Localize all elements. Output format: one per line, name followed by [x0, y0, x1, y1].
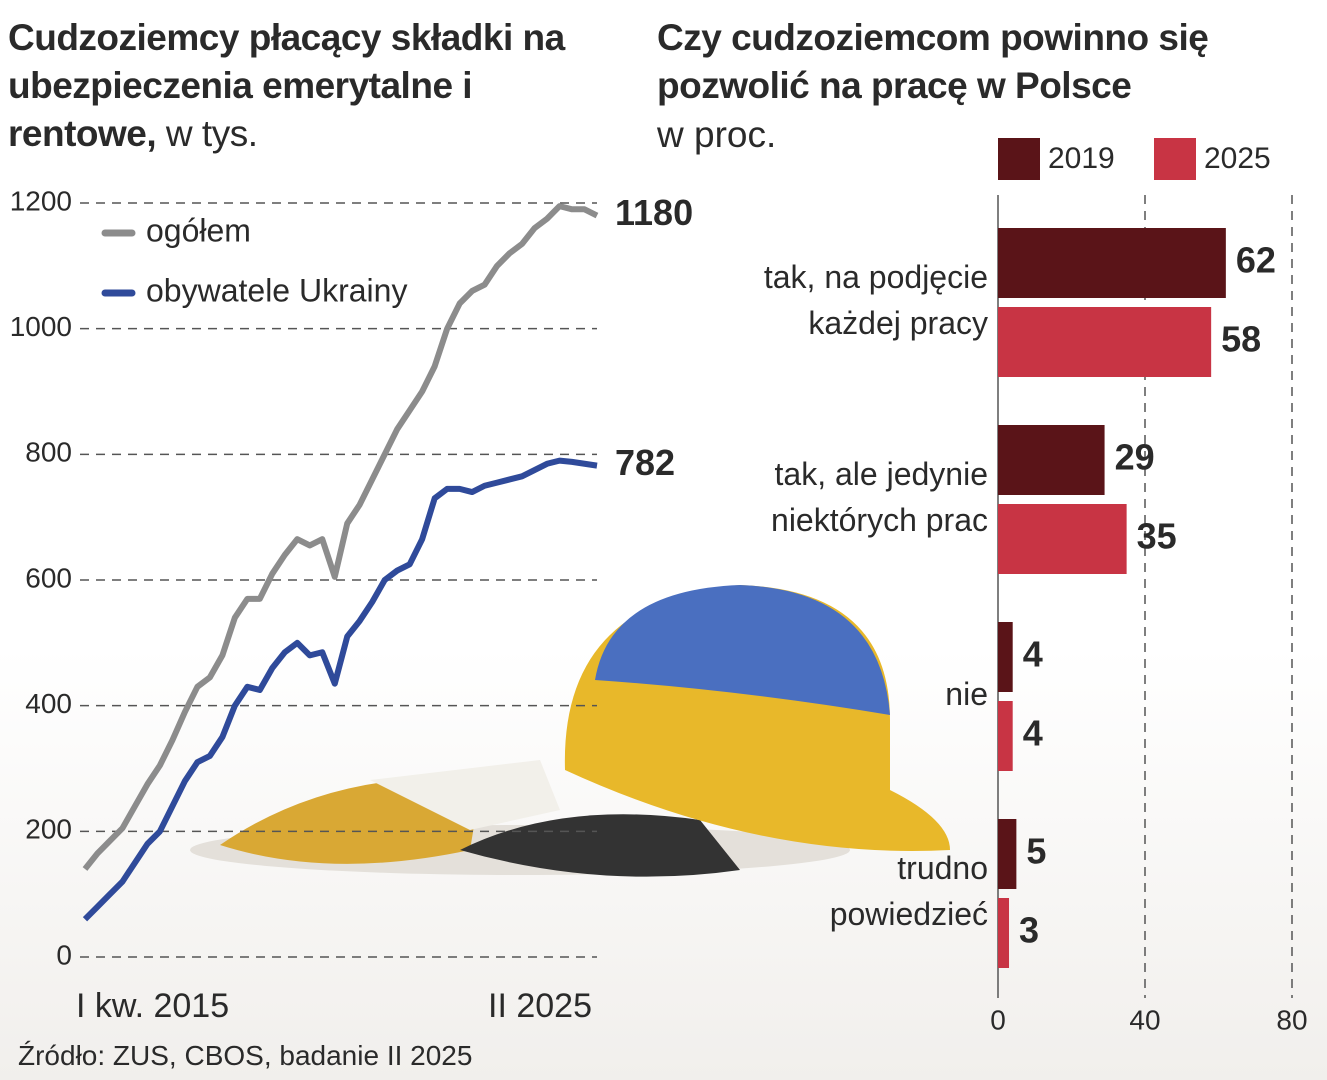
- helmet-illustration: [190, 585, 950, 877]
- category-label: tak, na podjęcie: [764, 259, 988, 295]
- value-label: 4: [1023, 713, 1043, 754]
- series-line: [82, 203, 599, 871]
- bar: [998, 504, 1127, 574]
- y-tick-label: 800: [25, 437, 72, 468]
- legend-label: ogółem: [146, 212, 251, 248]
- value-label: 62: [1236, 240, 1276, 281]
- x-tick-label: II 2025: [488, 987, 592, 1025]
- series-line: [82, 457, 598, 922]
- bar: [998, 622, 1013, 692]
- y-tick-label: 1000: [10, 311, 72, 342]
- category-label: nie: [945, 676, 988, 712]
- x-tick-label: 40: [1129, 1004, 1160, 1035]
- right-subtitle: w proc.: [657, 114, 777, 155]
- legend-swatch: [998, 138, 1040, 180]
- end-value-label: 782: [615, 442, 675, 483]
- y-tick-label: 200: [25, 814, 72, 845]
- category-label: trudno: [897, 850, 988, 886]
- unit: w tys.: [165, 113, 258, 154]
- value-label: 58: [1221, 319, 1261, 360]
- title: Cudzoziemcy płacący składki na ubezpiecz…: [8, 17, 565, 154]
- y-tick-label: 0: [56, 939, 72, 970]
- legend-label: 2019: [1048, 142, 1115, 175]
- legend-label: 2025: [1204, 142, 1271, 175]
- bar: [998, 228, 1226, 298]
- bar: [998, 425, 1105, 495]
- right-title: Czy cudzoziemcom powinno się pozwolić na…: [657, 17, 1209, 106]
- end-value-label: 1180: [615, 192, 693, 233]
- x-tick-label: 0: [990, 1004, 1006, 1035]
- bar: [998, 701, 1013, 771]
- y-tick-label: 600: [25, 562, 72, 593]
- value-label: 35: [1137, 516, 1177, 557]
- legend-swatch: [1154, 138, 1196, 180]
- bar: [998, 898, 1010, 968]
- source: Źródło: ZUS, CBOS, badanie II 2025: [18, 1040, 473, 1071]
- bar: [998, 819, 1017, 889]
- x-tick-label: I kw. 2015: [76, 987, 229, 1025]
- legend-label: obywatele Ukrainy: [146, 272, 407, 308]
- y-tick-label: 400: [25, 688, 72, 719]
- value-label: 5: [1026, 831, 1046, 872]
- left-title: Cudzoziemcy płacący składki na ubezpiecz…: [8, 14, 618, 158]
- value-label: 3: [1019, 910, 1039, 951]
- bar: [998, 307, 1212, 377]
- category-label: powiedzieć: [830, 896, 988, 932]
- value-label: 4: [1023, 634, 1043, 675]
- category-label: niektórych prac: [771, 502, 988, 538]
- category-label: każdej pracy: [808, 305, 988, 341]
- category-label: tak, ale jedynie: [775, 456, 988, 492]
- x-tick-label: 80: [1276, 1004, 1307, 1035]
- value-label: 29: [1115, 437, 1155, 478]
- y-tick-label: 1200: [10, 185, 72, 216]
